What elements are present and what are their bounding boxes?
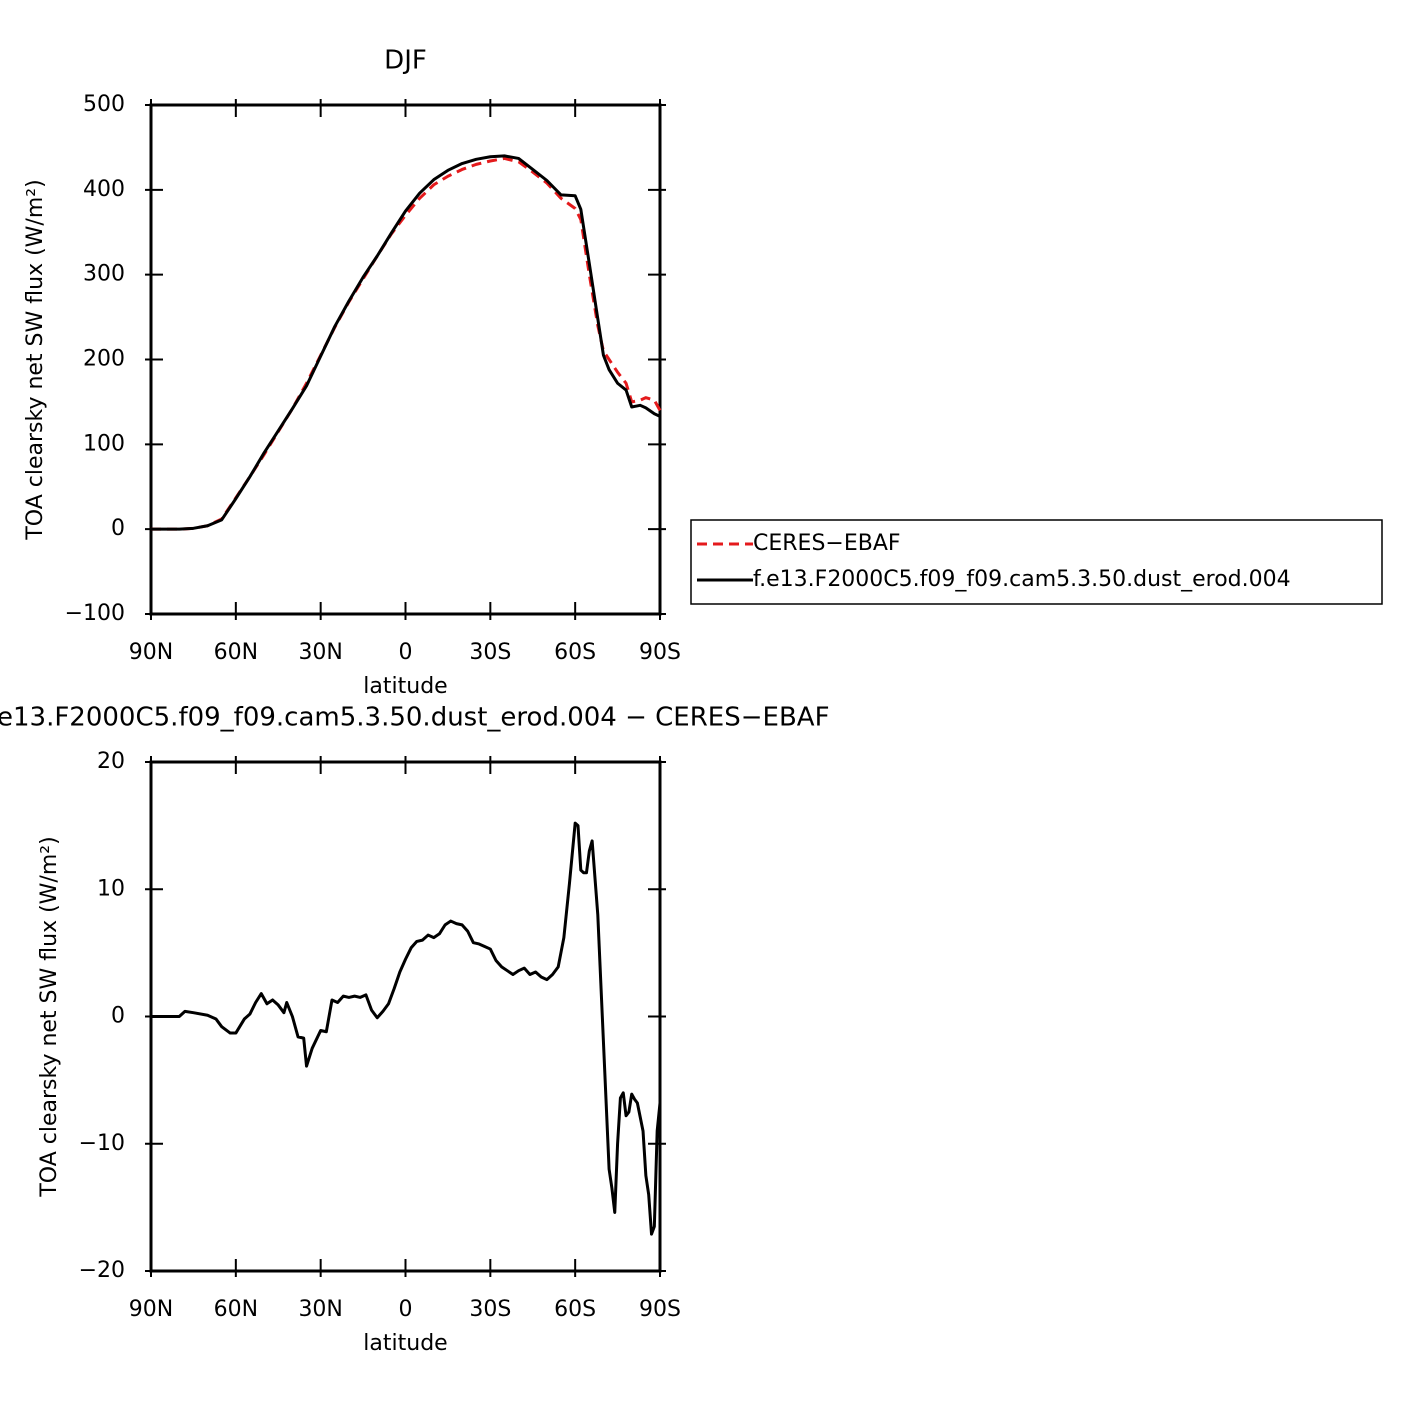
y-axis-label: TOA clearsky net SW flux (W/m²) [37, 836, 62, 1197]
x-tick-label: 0 [399, 1297, 413, 1322]
legend-label: CERES−EBAF [753, 531, 901, 556]
plot-frame [149, 760, 662, 1273]
chart-title: DJF [384, 46, 427, 76]
y-tick-label: 200 [83, 347, 125, 372]
x-tick-label: 60S [554, 640, 596, 665]
y-axis-label: TOA clearsky net SW flux (W/m²) [23, 179, 48, 540]
legend-label: f.e13.F2000C5.f09_f09.cam5.3.50.dust_ero… [753, 567, 1291, 592]
plot-frame [149, 103, 662, 616]
x-tick-label: 60N [214, 1297, 258, 1322]
x-tick-label: 90S [639, 640, 681, 665]
y-tick-label: 300 [83, 262, 125, 287]
chart-title: f.e13.F2000C5.f09_f09.cam5.3.50.dust_ero… [0, 703, 830, 733]
x-tick-label: 30N [298, 1297, 342, 1322]
x-tick-label: 30S [469, 1297, 511, 1322]
x-tick-label: 30N [298, 640, 342, 665]
data-line [151, 821, 662, 1236]
y-tick-label: 500 [83, 92, 125, 117]
x-tick-label: 90N [129, 640, 173, 665]
x-tick-label: 60S [554, 1297, 596, 1322]
y-tick-label: 0 [111, 516, 125, 541]
y-tick-label: −10 [79, 1131, 125, 1156]
x-tick-label: 90S [639, 1297, 681, 1322]
x-tick-label: 30S [469, 640, 511, 665]
y-tick-label: 10 [97, 876, 125, 901]
x-tick-label: 90N [129, 1297, 173, 1322]
y-tick-label: −20 [79, 1258, 125, 1283]
y-tick-label: 100 [83, 431, 125, 456]
x-tick-label: 60N [214, 640, 258, 665]
x-axis-label: latitude [363, 674, 447, 699]
y-tick-label: 0 [111, 1004, 125, 1029]
legend-box [690, 519, 1383, 605]
data-line [151, 154, 661, 531]
x-axis-label: latitude [363, 1331, 447, 1356]
y-tick-label: 20 [97, 749, 125, 774]
x-tick-label: 0 [399, 640, 413, 665]
data-line [151, 156, 662, 531]
y-tick-label: −100 [65, 601, 125, 626]
y-tick-label: 400 [83, 177, 125, 202]
